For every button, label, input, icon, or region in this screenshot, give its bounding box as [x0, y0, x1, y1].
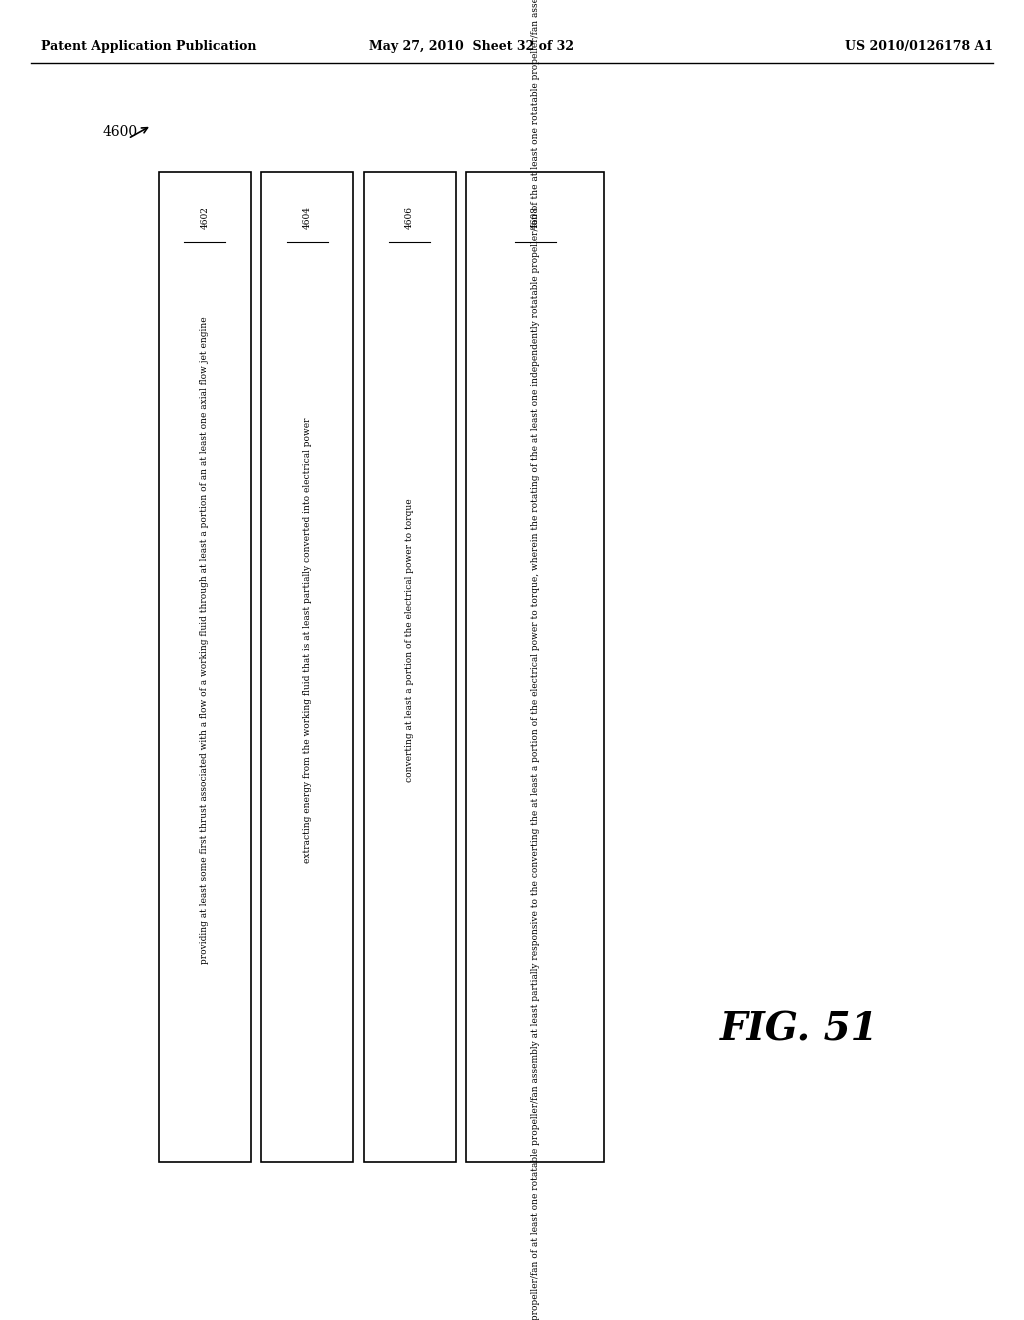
Text: providing at least some first thrust associated with a flow of a working fluid t: providing at least some first thrust ass… — [201, 317, 209, 964]
Text: converting at least a portion of the electrical power to torque: converting at least a portion of the ele… — [406, 499, 414, 781]
Bar — [159, 172, 251, 1162]
Text: rotating an at least one independently rotatable propeller/fan of at least one r: rotating an at least one independently r… — [530, 0, 540, 1320]
Bar — [364, 172, 456, 1162]
Text: 4602: 4602 — [201, 206, 209, 230]
Text: extracting energy from the working fluid that is at least partially converted in: extracting energy from the working fluid… — [303, 417, 311, 863]
Text: May 27, 2010  Sheet 32 of 32: May 27, 2010 Sheet 32 of 32 — [369, 40, 573, 53]
Text: 4600: 4600 — [102, 125, 137, 139]
Text: US 2010/0126178 A1: US 2010/0126178 A1 — [845, 40, 993, 53]
Bar — [466, 172, 604, 1162]
Text: 4604: 4604 — [303, 206, 311, 230]
Text: Patent Application Publication: Patent Application Publication — [41, 40, 256, 53]
Text: 4606: 4606 — [406, 206, 414, 230]
Text: FIG. 51: FIG. 51 — [720, 1011, 878, 1048]
Bar — [261, 172, 353, 1162]
Text: 4608: 4608 — [530, 206, 540, 230]
